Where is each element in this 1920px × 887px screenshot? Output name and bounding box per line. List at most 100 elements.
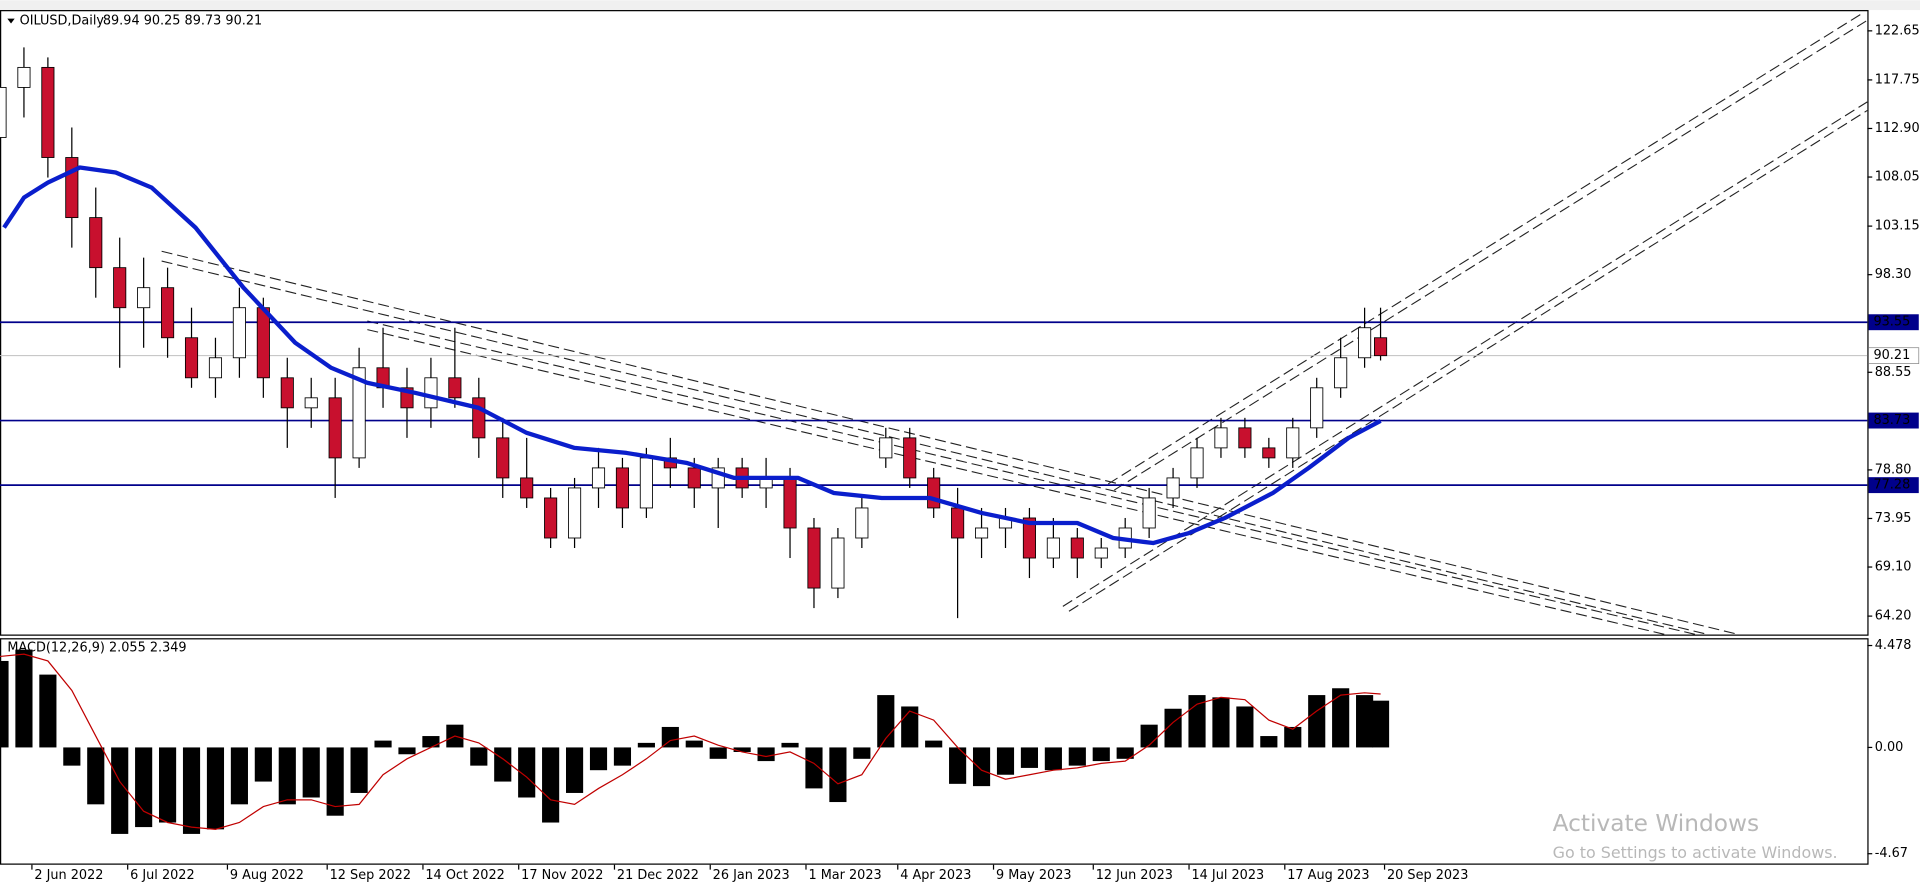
candle-body xyxy=(1310,387,1324,429)
candle-body xyxy=(472,397,486,439)
macd-bar xyxy=(733,747,751,752)
candle-body xyxy=(65,157,79,219)
last-price-label: 90.21 xyxy=(1873,348,1910,363)
macd-bar xyxy=(877,695,895,748)
macd-bar xyxy=(182,747,201,834)
macd-bar xyxy=(159,747,177,823)
candle-body xyxy=(0,86,7,138)
macd-bar xyxy=(565,747,584,793)
y-tick-label: 117.75 xyxy=(1875,72,1920,87)
candle-body xyxy=(591,467,606,489)
macd-bar xyxy=(829,747,847,803)
macd-bar xyxy=(63,747,81,766)
trendlines xyxy=(161,12,1868,636)
x-tick-label: 4 Apr 2023 xyxy=(900,868,971,883)
macd-bar xyxy=(1020,747,1039,768)
macd-bar xyxy=(972,747,991,787)
macd-bar xyxy=(853,747,871,759)
macd-bar xyxy=(1284,726,1302,748)
y-tick-label: 98.30 xyxy=(1875,267,1912,282)
macd-bar xyxy=(470,747,488,766)
macd-bar xyxy=(111,747,129,834)
macd-bar xyxy=(135,747,153,828)
macd-bar xyxy=(661,726,679,748)
candle-body xyxy=(951,507,965,539)
candle-body xyxy=(1022,517,1036,559)
x-tick-label: 12 Sep 2022 xyxy=(330,868,411,883)
candle-body xyxy=(89,217,103,269)
macd-bar xyxy=(709,747,727,759)
candle-body xyxy=(1190,447,1204,479)
y-tick-label: 88.55 xyxy=(1875,365,1912,380)
macd-bar xyxy=(757,747,775,762)
macd-bar xyxy=(518,747,536,798)
macd-bar xyxy=(0,660,9,748)
y-tick-label: 73.95 xyxy=(1875,511,1912,526)
candle-body xyxy=(1286,427,1300,459)
trendline xyxy=(1068,109,1868,612)
trendline xyxy=(1113,20,1867,491)
x-tick-label: 12 Jun 2023 xyxy=(1096,868,1173,883)
macd-bar xyxy=(39,674,57,748)
candle-body xyxy=(1358,327,1372,359)
macd-bar xyxy=(925,740,943,748)
macd-bar xyxy=(15,649,33,748)
x-tick-label: 6 Jul 2022 xyxy=(130,868,195,883)
y-tick-label: 64.20 xyxy=(1875,609,1912,624)
plot: 122.65 117.75 112.90 108.05 103.15 98.30 88.55… xyxy=(0,23,1920,883)
last-price-box xyxy=(1868,347,1920,364)
macd-bar xyxy=(350,747,368,793)
trendline xyxy=(161,260,1709,636)
candle-body xyxy=(1070,537,1084,559)
level-box xyxy=(1868,412,1919,429)
candle-body xyxy=(1374,337,1388,357)
level-box xyxy=(1868,477,1919,494)
candle-body xyxy=(615,467,630,509)
chart-title: OILUSD,Daily xyxy=(20,14,105,29)
candle-body xyxy=(328,397,342,459)
macd-bar xyxy=(326,747,344,816)
candle-body xyxy=(352,367,366,459)
moving-average xyxy=(2,165,1382,546)
macd-bar xyxy=(1236,706,1254,748)
macd-bar xyxy=(637,742,655,748)
signal-line xyxy=(0,653,1381,830)
macd-bar xyxy=(422,736,440,748)
macd-bar xyxy=(398,747,416,755)
candle-body xyxy=(544,497,558,539)
macd-bar xyxy=(278,747,296,805)
candle-body xyxy=(1094,547,1108,559)
x-tick-label: 9 May 2023 xyxy=(996,868,1072,883)
macd-bar xyxy=(1356,695,1374,748)
macd-bar xyxy=(1212,697,1230,748)
macd-bar xyxy=(996,747,1015,775)
candle-body xyxy=(424,377,438,409)
y-tick-label: 69.10 xyxy=(1875,560,1912,575)
x-tick-label: 14 Oct 2022 xyxy=(425,868,504,883)
candle-body xyxy=(1142,497,1156,529)
candle-body xyxy=(687,467,701,489)
y-tick-label: -4.67 xyxy=(1875,846,1908,861)
y-tick-label: 0.00 xyxy=(1875,740,1904,755)
macd-bar xyxy=(1116,747,1134,759)
y-tick-label: 78.80 xyxy=(1875,462,1912,477)
candle-body xyxy=(161,287,175,339)
candle-body xyxy=(496,437,510,479)
macd-bar xyxy=(494,747,512,782)
macd-bar xyxy=(1068,747,1086,766)
candle-body xyxy=(304,397,318,409)
menu-arrow xyxy=(7,18,15,24)
macd-bar xyxy=(589,747,608,771)
macd-bar xyxy=(230,747,248,805)
candle-body xyxy=(1334,357,1348,389)
candle-body xyxy=(903,437,917,479)
candle-body xyxy=(568,487,582,539)
level-label: 77.28 xyxy=(1873,478,1910,493)
x-tick-label: 17 Aug 2023 xyxy=(1287,868,1369,883)
candle-body xyxy=(448,377,462,399)
x-tick-label: 14 Jul 2023 xyxy=(1191,868,1264,883)
x-tick-label: 17 Nov 2022 xyxy=(521,868,603,883)
macd-title: MACD(12,26,9) 2.055 2.349 xyxy=(7,640,186,655)
x-tick-label: 2 Jun 2022 xyxy=(34,868,103,883)
